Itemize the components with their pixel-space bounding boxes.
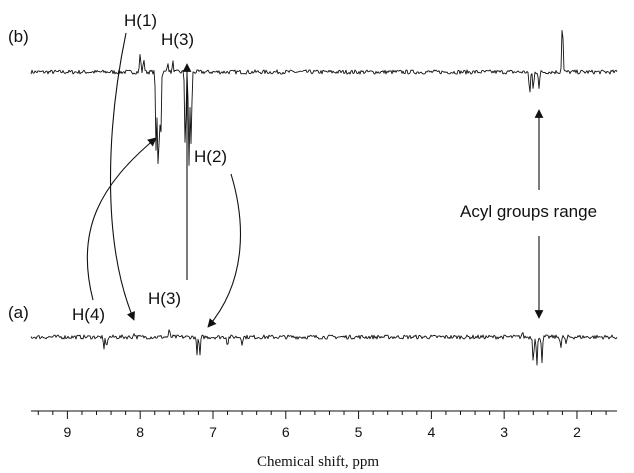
annotation-h2: H(2) [194,147,227,166]
x-tick-label: 5 [355,424,363,440]
arrow-h1 [109,32,135,321]
annotation-acyl-range: Acyl groups range [460,202,597,221]
x-tick-label: 2 [573,424,581,440]
x-tick-label: 8 [136,424,144,440]
panel-label-b: (b) [8,27,29,46]
x-tick-label: 9 [63,424,71,440]
arrow-h2 [207,173,241,328]
x-axis-tick-labels: 9 8 7 6 5 4 3 2 [63,424,581,440]
x-tick-label: 4 [427,424,435,440]
x-axis-ticks [37,411,607,419]
x-tick-label: 6 [282,424,290,440]
x-tick-label: 3 [500,424,508,440]
annotation-h3-a: H(3) [148,289,181,308]
annotation-h4: H(4) [72,305,105,324]
annotation-h3-b: H(3) [161,30,194,49]
x-tick-label: 7 [209,424,217,440]
panel-label-a: (a) [8,303,29,322]
spectrum-trace-b [30,30,618,166]
annotation-h1: H(1) [124,11,157,30]
x-axis-label: Chemical shift, ppm [257,454,379,470]
arrow-h4 [86,137,157,301]
spectrum-trace-a [30,329,618,366]
